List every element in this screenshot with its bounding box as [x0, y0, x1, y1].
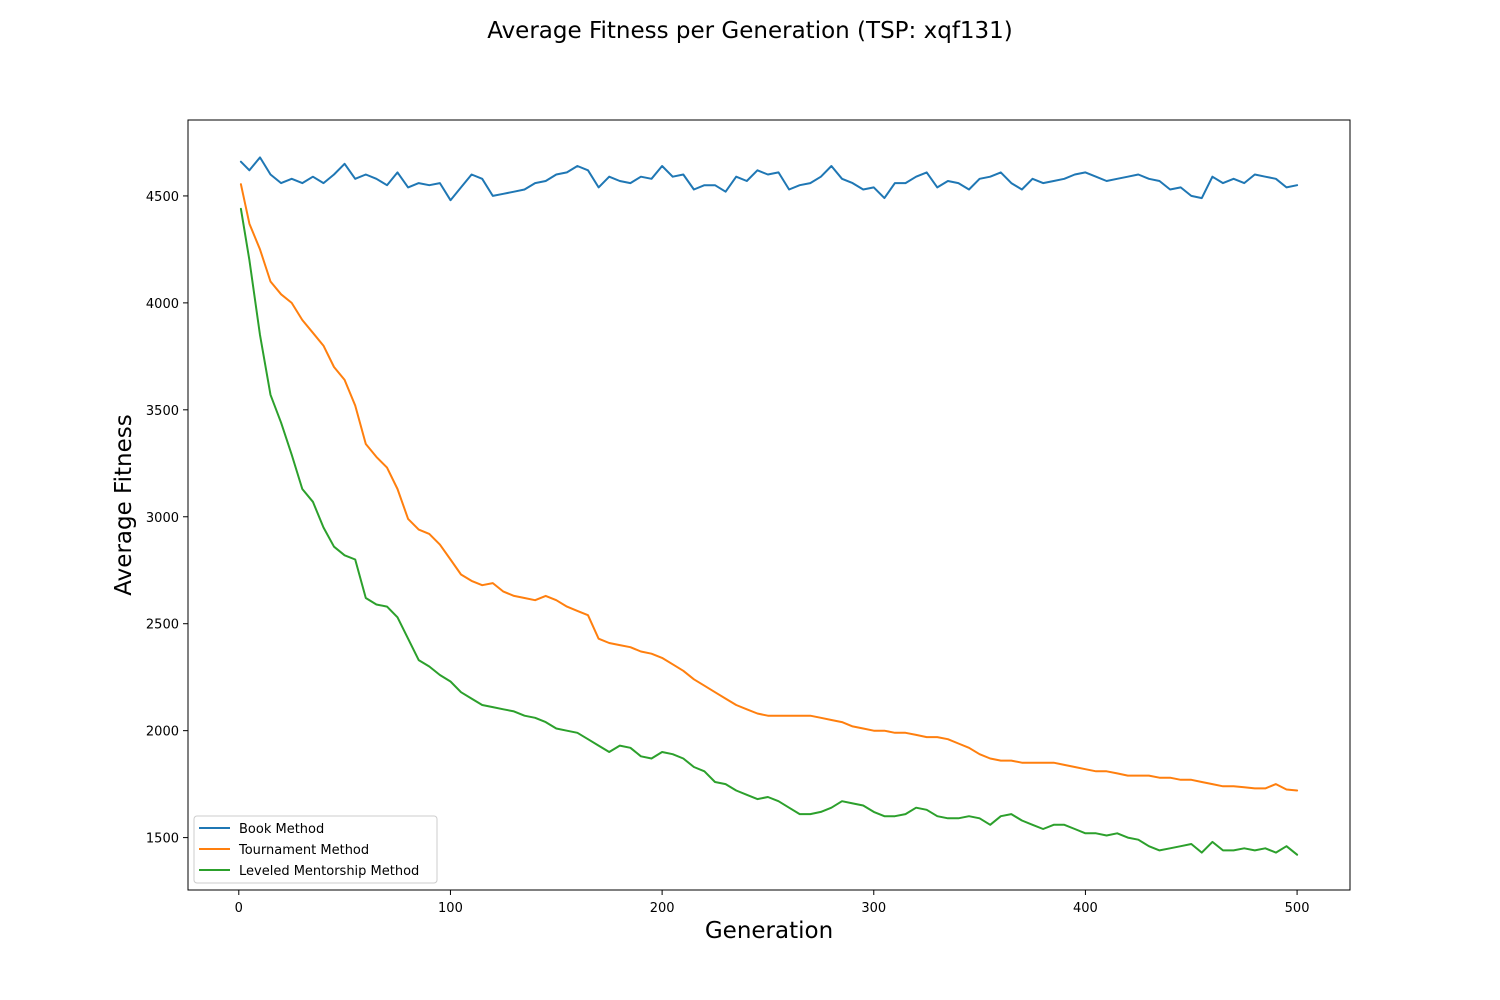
y-tick-label: 3000 — [146, 511, 179, 526]
chart-title: Average Fitness per Generation (TSP: xqf… — [487, 18, 1013, 44]
y-tick-label: 4500 — [146, 190, 179, 205]
x-tick-label: 0 — [235, 901, 243, 916]
x-tick-label: 500 — [1285, 901, 1310, 916]
x-axis-ticks: 0 100 200 300 400 500 — [235, 890, 1310, 916]
y-tick-label: 2500 — [146, 618, 179, 633]
series-layer — [239, 156, 1299, 856]
x-axis-label: Generation — [705, 918, 833, 944]
legend-label-2: Leveled Mentorship Method — [239, 864, 419, 879]
y-tick-label: 3500 — [146, 404, 179, 419]
plot-frame — [187, 119, 1351, 891]
x-tick-label: 100 — [438, 901, 463, 916]
y-tick-label: 2000 — [146, 725, 179, 740]
plot-area — [188, 120, 1350, 890]
legend-label-0: Book Method — [239, 822, 324, 837]
x-tick-label: 200 — [650, 901, 675, 916]
legend-label-1: Tournament Method — [238, 843, 369, 858]
x-tick-label: 400 — [1073, 901, 1098, 916]
series-line-0 — [239, 156, 1299, 202]
legend-box — [193, 815, 438, 884]
y-axis-ticks: 1500 2000 2500 3000 3500 4000 4500 — [146, 190, 188, 847]
y-tick-label: 1500 — [146, 832, 179, 847]
y-axis-label: Average Fitness — [111, 414, 137, 595]
x-tick-label: 300 — [861, 901, 886, 916]
legend: Book Method Tournament Method Leveled Ment… — [193, 815, 438, 884]
series-line-1 — [239, 183, 1299, 792]
y-tick-label: 4000 — [146, 297, 179, 312]
series-line-2 — [239, 207, 1299, 856]
